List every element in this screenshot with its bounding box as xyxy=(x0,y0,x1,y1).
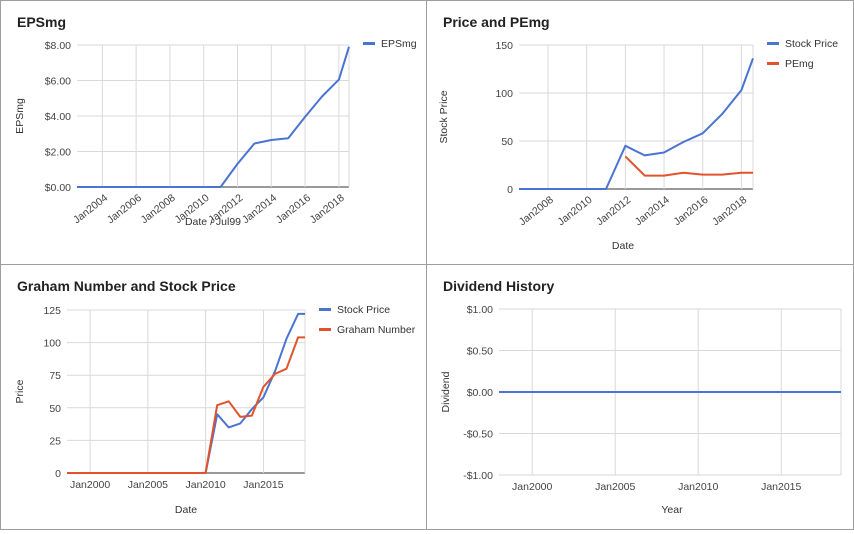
legend-swatch xyxy=(363,42,375,45)
x-axis-label: Date xyxy=(175,504,197,516)
y-tick-label: $1.00 xyxy=(467,304,493,316)
y-tick-label: 150 xyxy=(495,40,513,52)
x-tick-label: Jan2014 xyxy=(633,194,672,228)
x-tick-label: Jan2016 xyxy=(671,194,710,228)
y-tick-label: $2.00 xyxy=(45,147,71,159)
y-axis-label: Stock Price xyxy=(438,90,450,143)
x-axis-label: Date xyxy=(612,240,634,252)
x-tick-label: Jan2010 xyxy=(678,481,718,493)
chart-svg: -$1.00 -$0.50 $0.00 $0.50 $1.00 Jan2000 Jan200… xyxy=(440,304,842,516)
y-tick-label: $0.50 xyxy=(467,346,493,358)
legend-label: PEmg xyxy=(785,58,814,70)
y-tick-label: 75 xyxy=(49,370,61,382)
y-tick-label: $6.00 xyxy=(45,76,71,88)
y-tick-label: 0 xyxy=(507,184,513,196)
legend-label: Stock Price xyxy=(337,304,390,316)
x-tick-label: Jan2018 xyxy=(308,192,347,226)
series-line xyxy=(624,155,753,177)
x-tick-label: Jan2000 xyxy=(512,481,552,493)
y-tick-label: 125 xyxy=(43,305,61,317)
y-tick-label: $4.00 xyxy=(45,111,71,123)
y-axis-label: Price xyxy=(14,379,26,403)
chart-title: EPSmg xyxy=(17,14,67,30)
y-tick-label: -$0.50 xyxy=(463,429,493,441)
y-tick-label: -$1.00 xyxy=(463,470,493,482)
legend-swatch xyxy=(319,308,331,311)
x-axis-label: Date / Jul99 xyxy=(185,216,241,228)
x-tick-label: Jan2006 xyxy=(105,192,144,226)
chart-panel-dividend: Dividend History -$1.00 -$0.50 $0.00 $0.50 $… xyxy=(426,264,854,530)
legend-label: Graham Number xyxy=(337,324,416,336)
chart-svg: $0.00$2.00$4.00$6.00$8.00Jan2004Jan2006J… xyxy=(14,38,417,228)
chart-panel-epsmg: EPSmg $0.00 $2.00 $4.00 $6.00 $8.00 Jan2004 Ja… xyxy=(0,0,428,266)
x-tick-label: Jan2010 xyxy=(185,479,225,491)
y-tick-label: 100 xyxy=(43,338,61,350)
chart-title: Price and PEmg xyxy=(443,14,550,30)
x-tick-label: Jan2008 xyxy=(139,192,178,226)
chart-title: Dividend History xyxy=(443,278,555,294)
chart-panel-graham: Graham Number and Stock Price 0 25 50 75 100… xyxy=(0,264,428,530)
y-tick-label: 50 xyxy=(501,136,513,148)
x-tick-label: Jan2012 xyxy=(594,194,633,228)
series-line xyxy=(77,46,350,188)
y-tick-label: $8.00 xyxy=(45,40,71,52)
legend-label: EPSmg xyxy=(381,38,417,50)
y-tick-label: 0 xyxy=(55,468,61,480)
y-tick-label: $0.00 xyxy=(467,387,493,399)
x-tick-label: Jan2015 xyxy=(761,481,801,493)
y-tick-label: 100 xyxy=(495,88,513,100)
y-tick-label: 25 xyxy=(49,435,61,447)
x-tick-label: Jan2014 xyxy=(240,192,279,226)
legend-swatch xyxy=(319,328,331,331)
x-tick-label: Jan2005 xyxy=(128,479,168,491)
x-tick-label: Jan2008 xyxy=(517,194,556,228)
series-line xyxy=(67,312,305,474)
y-tick-label: $0.00 xyxy=(45,182,71,194)
series-line xyxy=(67,336,305,474)
x-tick-label: Jan2005 xyxy=(595,481,635,493)
series-line xyxy=(519,58,754,190)
y-axis-label: Dividend xyxy=(440,371,452,412)
x-tick-label: Jan2000 xyxy=(70,479,110,491)
x-tick-label: Jan2015 xyxy=(243,479,283,491)
chart-title: Graham Number and Stock Price xyxy=(17,278,236,294)
chart-svg: 0 25 50 75 100 125 Jan2000 Jan2005 Jan2010 Jan201… xyxy=(14,304,416,516)
y-axis-label: EPSmg xyxy=(14,98,26,134)
x-axis-label: Year xyxy=(661,504,683,516)
legend-swatch xyxy=(767,42,779,45)
x-tick-label: Jan2004 xyxy=(71,192,110,226)
legend-swatch xyxy=(767,62,779,65)
x-tick-label: Jan2010 xyxy=(555,194,594,228)
chart-panel-price-pemg: Price and PEmg 0 50 100 150 Jan2008 Jan2010 Ja… xyxy=(426,0,854,266)
x-tick-label: Jan2016 xyxy=(274,192,313,226)
legend-label: Stock Price xyxy=(785,38,838,50)
y-tick-label: 50 xyxy=(49,403,61,415)
x-tick-label: Jan2018 xyxy=(710,194,749,228)
